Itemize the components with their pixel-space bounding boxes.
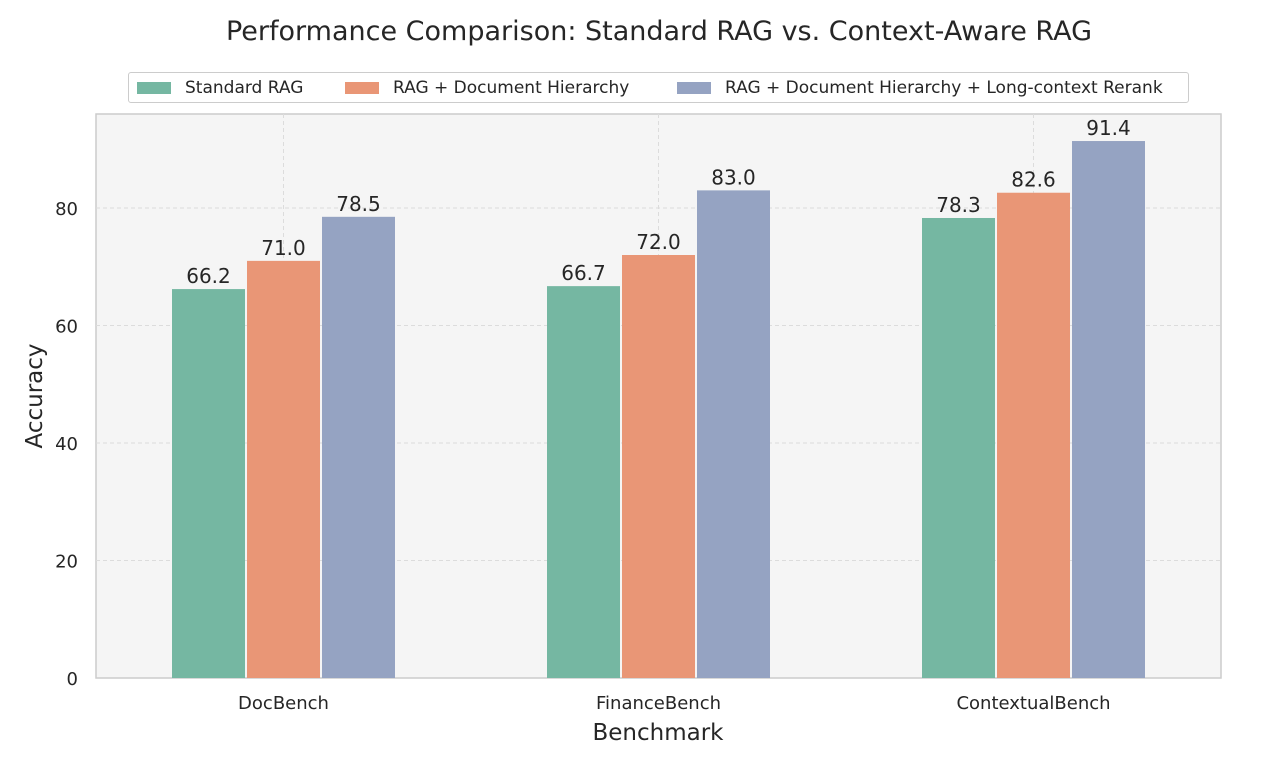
chart-title: Performance Comparison: Standard RAG vs.… [225,16,1093,47]
x-tick-label: FinanceBench [596,693,721,714]
legend-swatch-document-hierarchy [345,81,379,94]
bar [322,216,395,678]
x-axis-label: Benchmark [592,720,724,746]
bar-value-label: 91.4 [1086,116,1131,140]
x-tick-label: DocBench [238,693,329,714]
bars [172,141,1145,679]
bar [1072,141,1145,678]
legend-swatch-standard-rag [137,81,171,94]
y-tick-label: 80 [55,199,78,220]
x-tick-label: ContextualBench [956,693,1110,714]
legend-label-document-hierarchy: RAG + Document Hierarchy [393,77,630,98]
bar [172,289,245,678]
bar-value-label: 78.3 [936,193,981,217]
y-tick-label: 0 [67,669,78,690]
legend-item-standard-rag: Standard RAG [137,73,303,102]
bar [922,217,995,679]
legend-item-long-context-rerank: RAG + Document Hierarchy + Long-context … [677,73,1163,102]
bar-value-labels: 66.2 66.7 78.3 71.0 72.0 82.6 78.5 83.0 91.4 [186,116,1131,288]
legend: Standard RAG RAG + Document Hierarchy RA… [128,72,1189,103]
legend-label-long-context-rerank: RAG + Document Hierarchy + Long-context … [725,77,1163,98]
bar-value-label: 83.0 [711,165,756,189]
y-tick-label: 20 [55,552,78,573]
bar [697,190,770,678]
y-axis-label: Accuracy [22,343,48,448]
bar-value-label: 66.2 [186,264,231,288]
legend-swatch-long-context-rerank [677,81,711,94]
x-axis-ticks: DocBench FinanceBench ContextualBench [238,693,1111,714]
bar-value-label: 82.6 [1011,168,1056,192]
y-tick-label: 40 [55,434,78,455]
bar [622,255,695,678]
y-axis-ticks: 0 20 40 60 80 [55,199,78,690]
bar-value-label: 78.5 [336,192,381,216]
bar [997,192,1070,678]
y-tick-label: 60 [55,317,78,338]
bar [547,286,620,678]
bar-value-label: 66.7 [561,261,606,285]
bar-value-label: 71.0 [261,236,306,260]
bar [247,260,320,678]
legend-label-standard-rag: Standard RAG [185,77,304,98]
legend-item-document-hierarchy: RAG + Document Hierarchy [345,73,629,102]
bar-value-label: 72.0 [636,230,681,254]
